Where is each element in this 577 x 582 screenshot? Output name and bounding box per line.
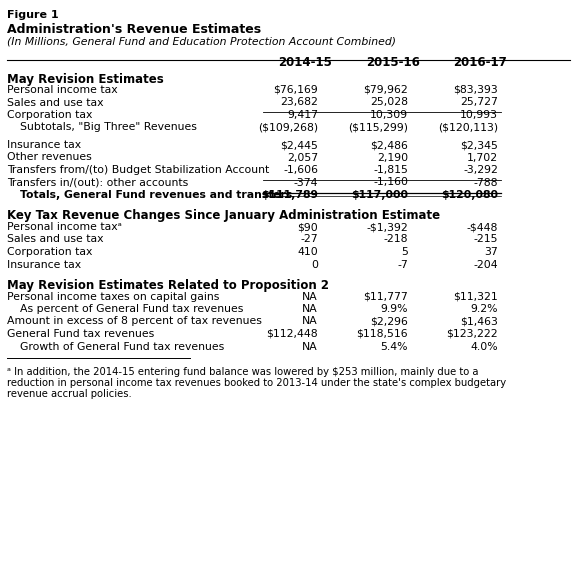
- Text: $79,962: $79,962: [364, 85, 408, 95]
- Text: ($115,299): ($115,299): [348, 122, 408, 133]
- Text: 37: 37: [484, 247, 498, 257]
- Text: $2,345: $2,345: [460, 140, 498, 150]
- Text: Amount in excess of 8 percent of tax revenues: Amount in excess of 8 percent of tax rev…: [7, 317, 262, 327]
- Text: $117,000: $117,000: [351, 190, 408, 200]
- Text: 9.2%: 9.2%: [470, 304, 498, 314]
- Text: $118,516: $118,516: [357, 329, 408, 339]
- Text: 5: 5: [401, 247, 408, 257]
- Text: Other revenues: Other revenues: [7, 152, 92, 162]
- Text: ᵃ In addition, the 2014-15 entering fund balance was lowered by $253 million, ma: ᵃ In addition, the 2014-15 entering fund…: [7, 367, 478, 377]
- Text: NA: NA: [302, 342, 318, 352]
- Text: (In Millions, General Fund and Education Protection Account Combined): (In Millions, General Fund and Education…: [7, 36, 396, 46]
- Text: $90: $90: [297, 222, 318, 232]
- Text: ($120,113): ($120,113): [438, 122, 498, 133]
- Text: $11,321: $11,321: [454, 292, 498, 301]
- Text: Key Tax Revenue Changes Since January Administration Estimate: Key Tax Revenue Changes Since January Ad…: [7, 210, 440, 222]
- Text: $111,789: $111,789: [261, 190, 318, 200]
- Text: revenue accrual policies.: revenue accrual policies.: [7, 389, 132, 399]
- Text: 2015-16: 2015-16: [366, 56, 420, 69]
- Text: -215: -215: [474, 235, 498, 244]
- Text: -1,815: -1,815: [373, 165, 408, 175]
- Text: Sales and use tax: Sales and use tax: [7, 235, 103, 244]
- Text: 5.4%: 5.4%: [380, 342, 408, 352]
- Text: 4.0%: 4.0%: [470, 342, 498, 352]
- Text: 0: 0: [311, 260, 318, 269]
- Text: -3,292: -3,292: [463, 165, 498, 175]
- Text: ($109,268): ($109,268): [258, 122, 318, 133]
- Text: 25,028: 25,028: [370, 98, 408, 108]
- Text: 2016-17: 2016-17: [453, 56, 507, 69]
- Text: 25,727: 25,727: [460, 98, 498, 108]
- Text: General Fund tax revenues: General Fund tax revenues: [7, 329, 154, 339]
- Text: -218: -218: [384, 235, 408, 244]
- Text: Personal income taxᵃ: Personal income taxᵃ: [7, 222, 122, 232]
- Text: -374: -374: [294, 178, 318, 187]
- Text: Insurance tax: Insurance tax: [7, 140, 81, 150]
- Text: Growth of General Fund tax revenues: Growth of General Fund tax revenues: [20, 342, 224, 352]
- Text: $83,393: $83,393: [454, 85, 498, 95]
- Text: 2014-15: 2014-15: [278, 56, 332, 69]
- Text: $2,445: $2,445: [280, 140, 318, 150]
- Text: 10,993: 10,993: [460, 110, 498, 120]
- Text: -788: -788: [474, 178, 498, 187]
- Text: 2,190: 2,190: [377, 152, 408, 162]
- Text: Subtotals, "Big Three" Revenues: Subtotals, "Big Three" Revenues: [20, 122, 197, 133]
- Text: -27: -27: [301, 235, 318, 244]
- Text: Personal income tax: Personal income tax: [7, 85, 118, 95]
- Text: Totals, General Fund revenues and transfers: Totals, General Fund revenues and transf…: [20, 190, 292, 200]
- Text: -$1,392: -$1,392: [366, 222, 408, 232]
- Text: Figure 1: Figure 1: [7, 10, 59, 20]
- Text: Corporation tax: Corporation tax: [7, 247, 92, 257]
- Text: -1,606: -1,606: [283, 165, 318, 175]
- Text: Transfers from/(to) Budget Stabilization Account: Transfers from/(to) Budget Stabilization…: [7, 165, 269, 175]
- Text: $123,222: $123,222: [447, 329, 498, 339]
- Text: $76,169: $76,169: [273, 85, 318, 95]
- Text: Insurance tax: Insurance tax: [7, 260, 81, 269]
- Text: $120,080: $120,080: [441, 190, 498, 200]
- Text: $1,463: $1,463: [460, 317, 498, 327]
- Text: NA: NA: [302, 292, 318, 301]
- Text: $2,296: $2,296: [370, 317, 408, 327]
- Text: 410: 410: [297, 247, 318, 257]
- Text: May Revision Estimates: May Revision Estimates: [7, 73, 164, 86]
- Text: As percent of General Fund tax revenues: As percent of General Fund tax revenues: [20, 304, 243, 314]
- Text: Personal income taxes on capital gains: Personal income taxes on capital gains: [7, 292, 219, 301]
- Text: Administration's Revenue Estimates: Administration's Revenue Estimates: [7, 23, 261, 36]
- Text: $2,486: $2,486: [370, 140, 408, 150]
- Text: 9,417: 9,417: [287, 110, 318, 120]
- Text: 2,057: 2,057: [287, 152, 318, 162]
- Text: 10,309: 10,309: [370, 110, 408, 120]
- Text: -$448: -$448: [467, 222, 498, 232]
- Text: NA: NA: [302, 317, 318, 327]
- Text: 9.9%: 9.9%: [380, 304, 408, 314]
- Text: Corporation tax: Corporation tax: [7, 110, 92, 120]
- Text: NA: NA: [302, 304, 318, 314]
- Text: -1,160: -1,160: [373, 178, 408, 187]
- Text: $112,448: $112,448: [267, 329, 318, 339]
- Text: May Revision Estimates Related to Proposition 2: May Revision Estimates Related to Propos…: [7, 279, 329, 292]
- Text: Transfers in/(out): other accounts: Transfers in/(out): other accounts: [7, 178, 188, 187]
- Text: -7: -7: [397, 260, 408, 269]
- Text: $11,777: $11,777: [364, 292, 408, 301]
- Text: 23,682: 23,682: [280, 98, 318, 108]
- Text: Sales and use tax: Sales and use tax: [7, 98, 103, 108]
- Text: 1,702: 1,702: [467, 152, 498, 162]
- Text: reduction in personal income tax revenues booked to 2013-14 under the state's co: reduction in personal income tax revenue…: [7, 378, 506, 388]
- Text: -204: -204: [473, 260, 498, 269]
